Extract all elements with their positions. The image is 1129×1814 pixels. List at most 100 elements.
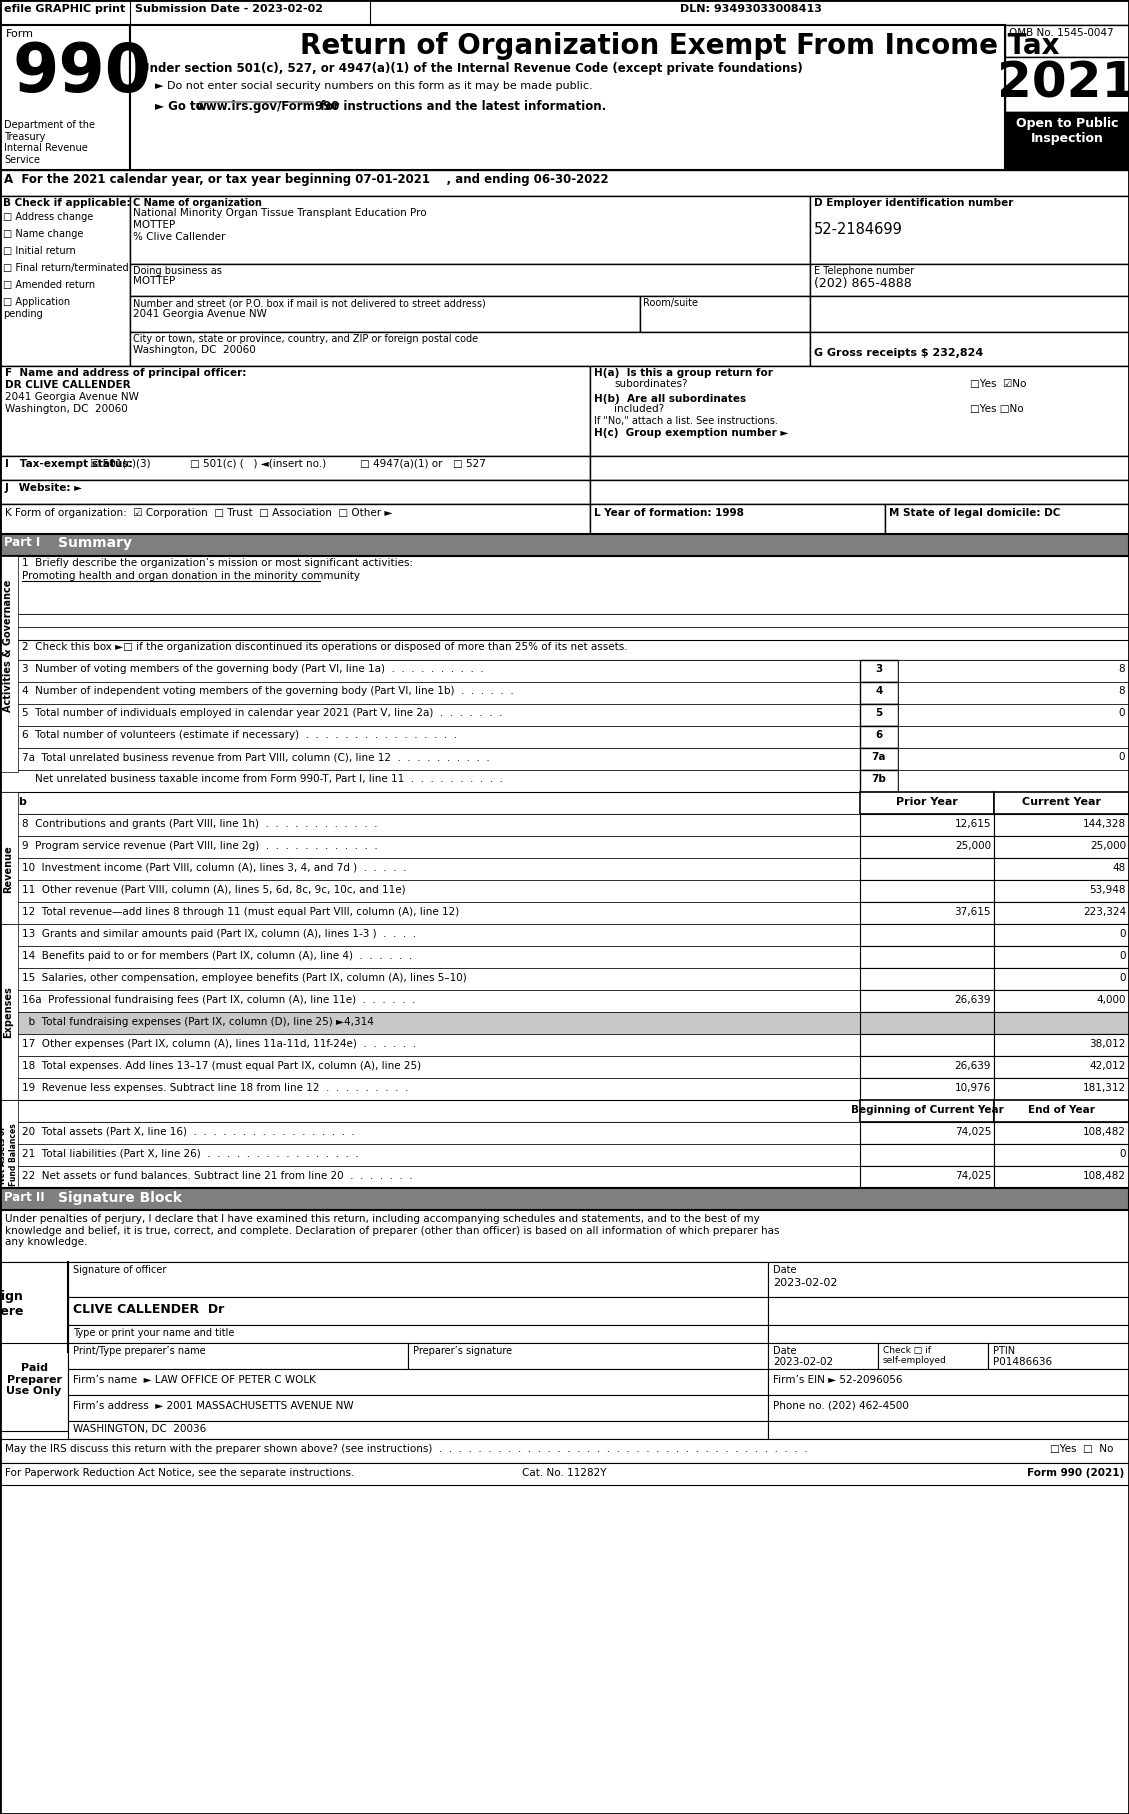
Text: □ Final return/terminated: □ Final return/terminated (3, 263, 129, 272)
Text: 3: 3 (875, 664, 883, 675)
Text: C Name of organization: C Name of organization (133, 198, 262, 209)
Bar (408, 1342, 768, 1370)
Bar (590, 481, 1129, 504)
Text: E Telephone number: E Telephone number (814, 267, 914, 276)
Bar (860, 793, 994, 814)
Bar (0, 504, 590, 533)
Text: 48: 48 (1113, 863, 1126, 873)
Text: 108,482: 108,482 (1083, 1126, 1126, 1137)
Text: 2023-02-02: 2023-02-02 (773, 1279, 838, 1288)
Bar (994, 1145, 1129, 1166)
Bar (0, 1145, 860, 1166)
Text: 38,012: 38,012 (1089, 1039, 1126, 1048)
Text: 14  Benefits paid to or for members (Part IX, column (A), line 4)  .  .  .  .  .: 14 Benefits paid to or for members (Part… (21, 951, 412, 961)
Bar (898, 769, 1129, 793)
Text: 26,639: 26,639 (954, 1061, 991, 1070)
Text: □ Amended return: □ Amended return (3, 279, 95, 290)
Text: 20  Total assets (Part X, line 16)  .  .  .  .  .  .  .  .  .  .  .  .  .  .  . : 20 Total assets (Part X, line 16) . . . … (21, 1126, 355, 1137)
Bar (1005, 112, 1129, 171)
Bar (809, 196, 1129, 265)
Bar (860, 682, 898, 704)
Bar (0, 628, 1129, 640)
Bar (590, 455, 1129, 481)
Bar (860, 1012, 994, 1034)
Text: K Form of organization:  ☑ Corporation  □ Trust  □ Association  □ Other ►: K Form of organization: ☑ Corporation □ … (5, 508, 393, 519)
Bar (809, 296, 1129, 332)
Bar (898, 726, 1129, 747)
Bar (768, 1420, 1129, 1439)
Bar (768, 1324, 1129, 1342)
Text: □ 501(c) (   ) ◄(insert no.): □ 501(c) ( ) ◄(insert no.) (190, 459, 326, 470)
Bar (0, 1099, 860, 1123)
Text: Department of the
Treasury
Internal Revenue
Service: Department of the Treasury Internal Reve… (5, 120, 95, 165)
Bar (0, 704, 860, 726)
Bar (994, 923, 1129, 945)
Text: Revenue: Revenue (3, 845, 14, 892)
Bar (860, 945, 994, 969)
Text: Paid
Preparer
Use Only: Paid Preparer Use Only (7, 1362, 62, 1397)
Text: included?: included? (614, 405, 664, 414)
Bar (590, 366, 1129, 455)
Text: Open to Public
Inspection: Open to Public Inspection (1016, 116, 1118, 145)
Bar (68, 1263, 768, 1297)
Text: 25,000: 25,000 (955, 842, 991, 851)
Text: Cat. No. 11282Y: Cat. No. 11282Y (522, 1468, 606, 1478)
Bar (994, 1056, 1129, 1078)
Text: Under section 501(c), 527, or 4947(a)(1) of the Internal Revenue Code (except pr: Under section 501(c), 527, or 4947(a)(1)… (140, 62, 803, 74)
Bar (0, 814, 860, 836)
Bar (809, 332, 1129, 366)
Bar (994, 814, 1129, 836)
Text: MOTTEP: MOTTEP (133, 219, 175, 230)
Bar (994, 1034, 1129, 1056)
Bar (0, 1012, 860, 1034)
Bar (0, 613, 1129, 628)
Text: 18  Total expenses. Add lines 13–17 (must equal Part IX, column (A), line 25): 18 Total expenses. Add lines 13–17 (must… (21, 1061, 421, 1070)
Text: 2041 Georgia Avenue NW: 2041 Georgia Avenue NW (5, 392, 139, 403)
Text: 6  Total number of volunteers (estimate if necessary)  .  .  .  .  .  .  .  .  .: 6 Total number of volunteers (estimate i… (21, 729, 457, 740)
Bar (860, 704, 898, 726)
Bar (130, 25, 1005, 171)
Text: Washington, DC  20060: Washington, DC 20060 (5, 405, 128, 414)
Text: 37,615: 37,615 (954, 907, 991, 918)
Text: efile GRAPHIC print: efile GRAPHIC print (5, 4, 125, 15)
Text: Part I: Part I (5, 535, 41, 550)
Text: 0: 0 (1120, 951, 1126, 961)
Text: (202) 865-4888: (202) 865-4888 (814, 278, 912, 290)
Text: Activities & Governance: Activities & Governance (3, 580, 14, 713)
Bar (0, 836, 860, 858)
Text: 0: 0 (1119, 707, 1124, 718)
Text: Number and street (or P.O. box if mail is not delivered to street address): Number and street (or P.O. box if mail i… (133, 297, 485, 308)
Text: 4  Number of independent voting members of the governing body (Part VI, line 1b): 4 Number of independent voting members o… (21, 686, 514, 697)
Text: L Year of formation: 1998: L Year of formation: 1998 (594, 508, 744, 519)
Text: 0: 0 (1120, 972, 1126, 983)
Bar (994, 902, 1129, 923)
Text: Return of Organization Exempt From Income Tax: Return of Organization Exempt From Incom… (300, 33, 1059, 60)
Bar (898, 660, 1129, 682)
Bar (898, 704, 1129, 726)
Bar (860, 747, 898, 769)
Text: National Minority Organ Tissue Transplant Education Pro: National Minority Organ Tissue Transplan… (133, 209, 427, 218)
Text: 2021: 2021 (997, 60, 1129, 109)
Text: 12  Total revenue—add lines 8 through 11 (must equal Part VIII, column (A), line: 12 Total revenue—add lines 8 through 11 … (21, 907, 460, 918)
Text: 5: 5 (875, 707, 883, 718)
Bar (994, 945, 1129, 969)
Bar (0, 1166, 860, 1188)
Bar (860, 858, 994, 880)
Text: Part II: Part II (5, 1192, 45, 1204)
Text: For Paperwork Reduction Act Notice, see the separate instructions.: For Paperwork Reduction Act Notice, see … (5, 1468, 355, 1478)
Bar (130, 296, 640, 332)
Text: Form: Form (6, 29, 34, 38)
Text: □ 4947(a)(1) or: □ 4947(a)(1) or (360, 459, 443, 470)
Bar (0, 1056, 860, 1078)
Bar (0, 923, 18, 1099)
Text: 7a  Total unrelated business revenue from Part VIII, column (C), line 12  .  .  : 7a Total unrelated business revenue from… (21, 753, 490, 762)
Text: Signature of officer: Signature of officer (73, 1264, 166, 1275)
Text: www.irs.gov/Form990: www.irs.gov/Form990 (196, 100, 340, 112)
Bar (0, 0, 1129, 25)
Text: 144,328: 144,328 (1083, 818, 1126, 829)
Bar (860, 1123, 994, 1145)
Text: Promoting health and organ donation in the minority community: Promoting health and organ donation in t… (21, 571, 360, 580)
Text: ► Go to: ► Go to (155, 100, 208, 112)
Text: B Check if applicable:: B Check if applicable: (3, 198, 131, 209)
Text: CLIVE CALLENDER  Dr: CLIVE CALLENDER Dr (73, 1302, 225, 1315)
